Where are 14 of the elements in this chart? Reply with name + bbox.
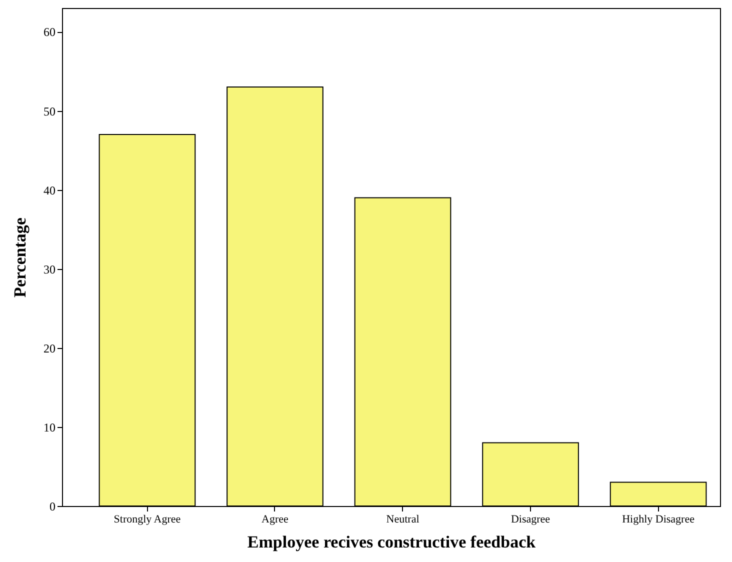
x-tick-label: Neutral bbox=[386, 514, 420, 526]
x-axis-title: Employee recives constructive feedback bbox=[247, 532, 536, 552]
y-axis-title: Percentage bbox=[10, 217, 30, 298]
y-tick-label: 10 bbox=[44, 420, 56, 434]
y-tick-label: 20 bbox=[44, 341, 56, 356]
y-tick-label: 60 bbox=[44, 25, 56, 40]
x-tick-label: Agree bbox=[262, 514, 289, 526]
y-tick-label: 50 bbox=[44, 104, 56, 118]
x-tick-label: Strongly Agree bbox=[114, 514, 181, 526]
x-tick-label: Disagree bbox=[510, 514, 550, 526]
y-tick-label: 30 bbox=[44, 262, 56, 276]
x-tick-label: Highly Disagree bbox=[622, 514, 695, 526]
y-tick-label: 40 bbox=[44, 183, 56, 198]
y-tick-label: 0 bbox=[50, 500, 56, 514]
